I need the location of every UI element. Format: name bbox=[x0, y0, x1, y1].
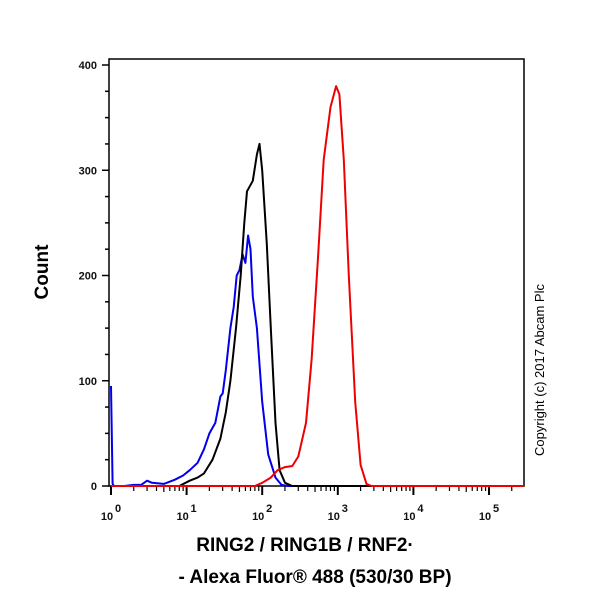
x-tick-exponent: 3 bbox=[342, 503, 348, 515]
y-tick-label: 400 bbox=[79, 60, 97, 72]
x-tick-exponent: 1 bbox=[191, 503, 197, 515]
x-tick-label: 10 bbox=[479, 511, 491, 523]
x-tick-exponent: 5 bbox=[493, 503, 499, 515]
histogram-series-2 bbox=[111, 85, 524, 487]
y-tick-label: 200 bbox=[79, 271, 97, 283]
histogram-series-1 bbox=[111, 142, 524, 487]
histogram-series-0 bbox=[110, 234, 524, 487]
x-tick-label: 10 bbox=[252, 511, 264, 523]
x-tick-label: 10 bbox=[328, 511, 340, 523]
x-tick-label: 10 bbox=[403, 511, 415, 523]
y-tick-label: 100 bbox=[79, 376, 97, 388]
x-tick-label: 10 bbox=[176, 511, 188, 523]
y-axis-label: Count bbox=[32, 244, 53, 300]
y-tick-label: 300 bbox=[79, 165, 97, 177]
x-tick-exponent: 0 bbox=[115, 503, 121, 515]
x-tick-exponent: 2 bbox=[266, 503, 272, 515]
x-axis-label-line1: RING2 / RING1B / RNF2· bbox=[196, 535, 413, 556]
x-tick-exponent: 4 bbox=[417, 503, 424, 515]
copyright-text: Copyright (c) 2017 Abcam Plc bbox=[532, 284, 547, 456]
x-tick-label: 10 bbox=[101, 511, 113, 523]
y-tick-label: 0 bbox=[91, 481, 97, 493]
x-axis-label-line2: - Alexa Fluor® 488 (530/30 BP) bbox=[178, 567, 451, 588]
